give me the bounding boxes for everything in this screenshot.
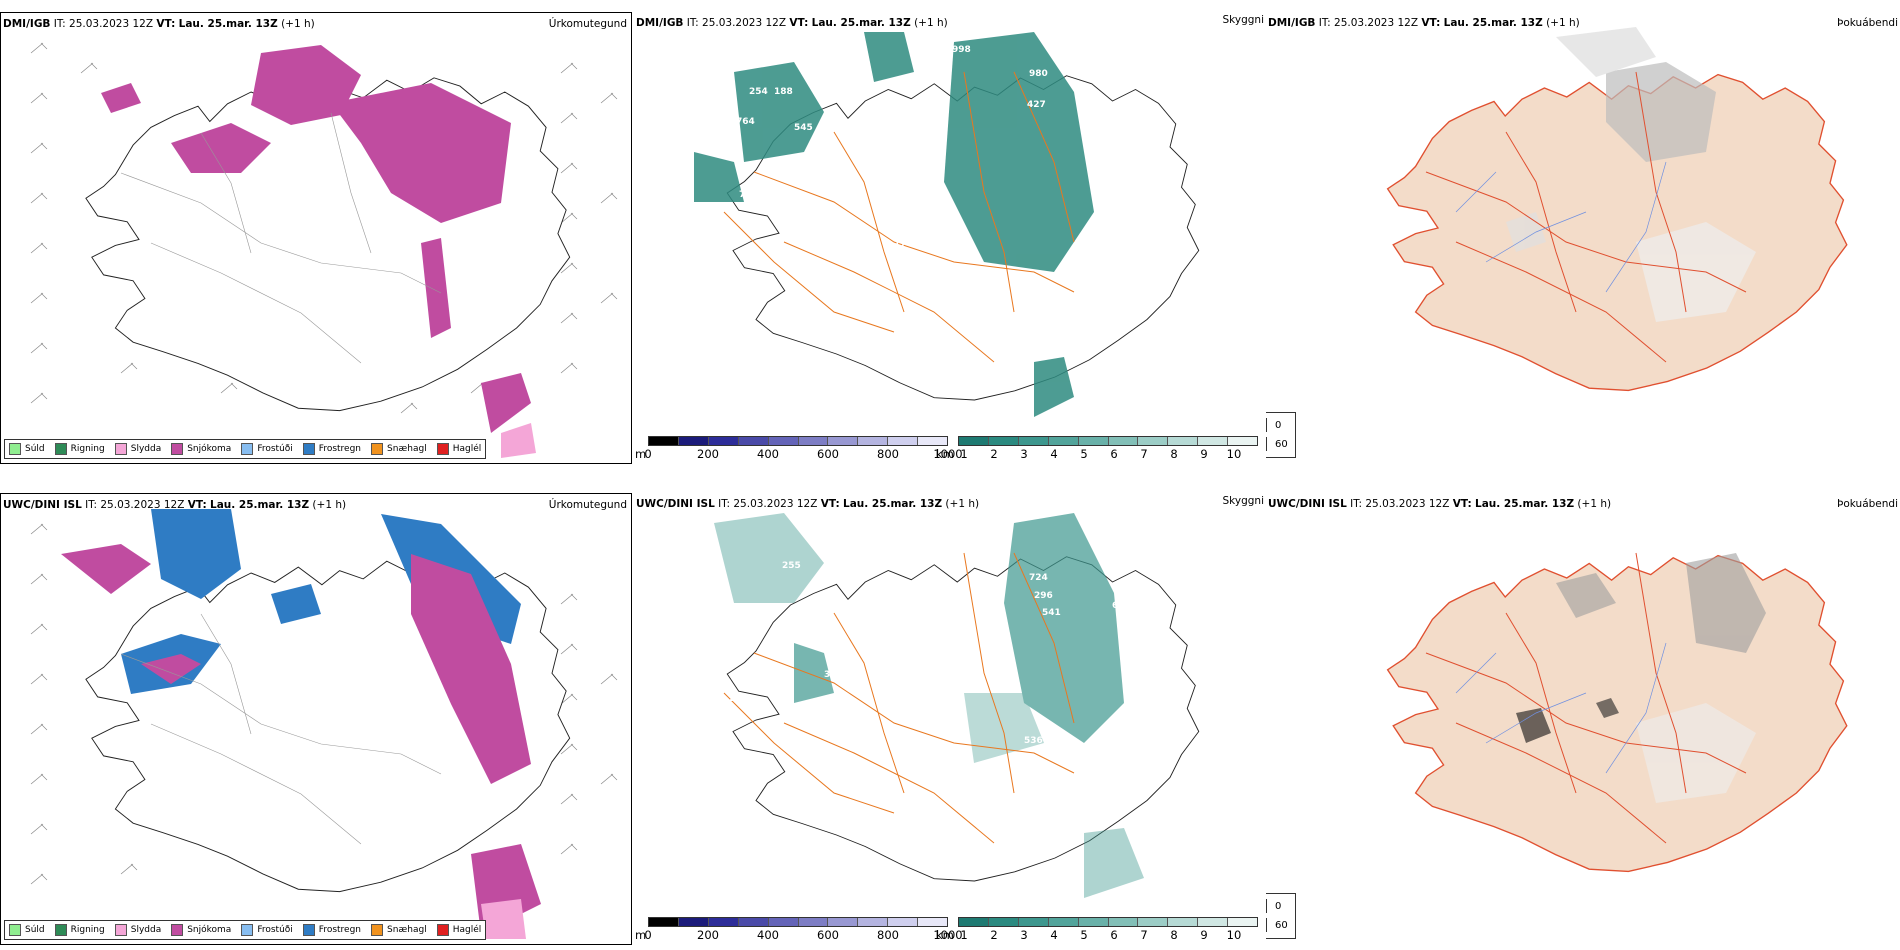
precip-map: [30, 509, 618, 939]
station-label: 724: [1029, 573, 1048, 583]
station-label: 428: [1154, 700, 1173, 710]
station-label: 980: [1029, 69, 1048, 79]
station-labels: 724 296 618 541 330 828 471 414 428 386 …: [729, 561, 1185, 746]
station-label: 998: [952, 45, 971, 55]
vis-scale-km: km 1 2 3 4 5 6 7 8 9 10: [936, 436, 1258, 461]
legend-item: Snæhagl: [371, 924, 427, 936]
station-label: 254: [749, 87, 768, 97]
wind-barbs: [30, 523, 618, 885]
station-label: 534: [872, 103, 891, 113]
fog-areas: [1506, 27, 1756, 322]
roads: [723, 71, 1075, 363]
wind-barbs: [30, 42, 618, 414]
legend-item: Haglél: [436, 924, 481, 936]
panel-header: DMI/IGB IT: 25.03.2023 12Z VT: Lau. 25.m…: [636, 17, 948, 29]
snow-areas: [101, 45, 536, 458]
legend-item: Súld: [9, 443, 45, 455]
legend-item: Snjókoma: [171, 924, 231, 936]
panel-header: UWC/DINI ISL IT: 25.03.2023 12Z VT: Lau.…: [1268, 498, 1612, 510]
precip-map: [30, 42, 618, 458]
station-label: 386: [824, 670, 843, 680]
panel-title: Skyggni: [1222, 495, 1265, 507]
visibility-map: 998 980 427 764 188 254 545 393 269 534 …: [694, 32, 1200, 417]
visibility-panel-row2: UWC/DINI ISL IT: 25.03.2023 12Z VT: Lau.…: [634, 493, 1264, 945]
vis-scale-km: km 1 2 3 4 5 6 7 8 9 10: [936, 917, 1258, 942]
station-label: 91: [1146, 249, 1159, 259]
station-label: 471: [1149, 652, 1168, 662]
precip-areas: [61, 509, 541, 939]
fog-areas: [1516, 553, 1766, 803]
low-vis-areas: [694, 32, 1094, 417]
roads: [120, 613, 442, 845]
station-label: 828: [1124, 634, 1143, 644]
vis-scale-m: m 0 200 400 600 800 1000: [635, 436, 963, 461]
precip-panel-row1: DMI/IGB IT: 25.03.2023 12Z VT: Lau. 25.m…: [0, 12, 632, 464]
station-label: 545: [794, 123, 813, 133]
station-label: 305: [945, 706, 964, 716]
legend-item: Frostúði: [241, 443, 293, 455]
station-label: 224: [782, 221, 801, 231]
panel-title: Þokuábendi: [1837, 498, 1898, 510]
panel-header: DMI/IGB IT: 25.03.2023 12Z VT: Lau. 25.m…: [3, 18, 315, 30]
rivers: [1455, 161, 1667, 293]
precip-panel-row2: UWC/DINI ISL IT: 25.03.2023 12Z VT: Lau.…: [0, 493, 632, 945]
roads: [723, 552, 1075, 844]
legend-item: Frostúði: [241, 924, 293, 936]
station-label: 188: [774, 87, 793, 97]
visibility-panel-row1: DMI/IGB IT: 25.03.2023 12Z VT: Lau. 25.m…: [634, 12, 1264, 464]
station-label: 27: [864, 656, 877, 666]
station-label: 393: [889, 141, 908, 151]
vis-scale-m: m 0 200 400 600 800 1000: [635, 917, 963, 942]
visibility-map: 724 296 618 541 330 828 471 414 428 386 …: [714, 513, 1200, 898]
low-vis-areas: [714, 513, 1144, 898]
legend-item: Snjókoma: [171, 443, 231, 455]
station-label: 269: [754, 181, 773, 191]
station-label: 174: [894, 239, 913, 249]
precip-type-legend: Súld Rigning Slydda Snjókoma Frostúði Fr…: [4, 920, 487, 940]
legend-item: Slydda: [114, 443, 161, 455]
panel-title: Þokuábendi: [1837, 17, 1898, 29]
station-label: 541: [1042, 608, 1061, 618]
fog-map: [1386, 27, 1848, 392]
station-label: 74: [739, 190, 752, 200]
panel-header: UWC/DINI ISL IT: 25.03.2023 12Z VT: Lau.…: [636, 498, 980, 510]
legend-item: Frostregn: [302, 443, 361, 455]
rivers: [1455, 642, 1667, 774]
precip-type-legend: Súld Rigning Slydda Snjókoma Frostúði Fr…: [4, 439, 487, 459]
panel-header: DMI/IGB IT: 25.03.2023 12Z VT: Lau. 25.m…: [1268, 17, 1580, 29]
fog-map: [1386, 552, 1848, 873]
fog-legend: 0 60: [1266, 412, 1296, 458]
fog-panel-row2: UWC/DINI ISL IT: 25.03.2023 12Z VT: Lau.…: [1266, 493, 1900, 945]
station-labels: 998 980 427 764 188 254 545 393 269 534 …: [709, 45, 1159, 259]
legend-item: Snæhagl: [371, 443, 427, 455]
roads: [1425, 552, 1747, 844]
station-label: 618: [1112, 601, 1131, 611]
panel-title: Skyggni: [1222, 14, 1265, 26]
legend-item: Rigning: [54, 924, 105, 936]
station-label: 330: [1144, 621, 1163, 631]
station-label: 414: [1166, 686, 1185, 696]
station-label: 255: [782, 561, 801, 571]
legend-item: Slydda: [114, 924, 161, 936]
legend-item: Rigning: [54, 443, 105, 455]
station-label: 36: [709, 227, 722, 237]
station-label: 536: [1024, 736, 1043, 746]
station-label: 427: [1027, 100, 1046, 110]
roads: [1425, 71, 1747, 363]
fog-legend: 0 60: [1266, 893, 1296, 939]
legend-item: Súld: [9, 924, 45, 936]
fog-panel-row1: DMI/IGB IT: 25.03.2023 12Z VT: Lau. 25.m…: [1266, 12, 1900, 464]
panel-title: Úrkomutegund: [548, 499, 627, 511]
panel-title: Úrkomutegund: [548, 18, 627, 30]
legend-item: Frostregn: [302, 924, 361, 936]
legend-item: Haglél: [436, 443, 481, 455]
station-label: 22: [959, 237, 972, 247]
station-label: 207: [729, 694, 748, 704]
panel-header: UWC/DINI ISL IT: 25.03.2023 12Z VT: Lau.…: [3, 499, 347, 511]
station-label: 764: [736, 117, 755, 127]
roads: [120, 112, 442, 364]
station-label: 296: [1034, 591, 1053, 601]
